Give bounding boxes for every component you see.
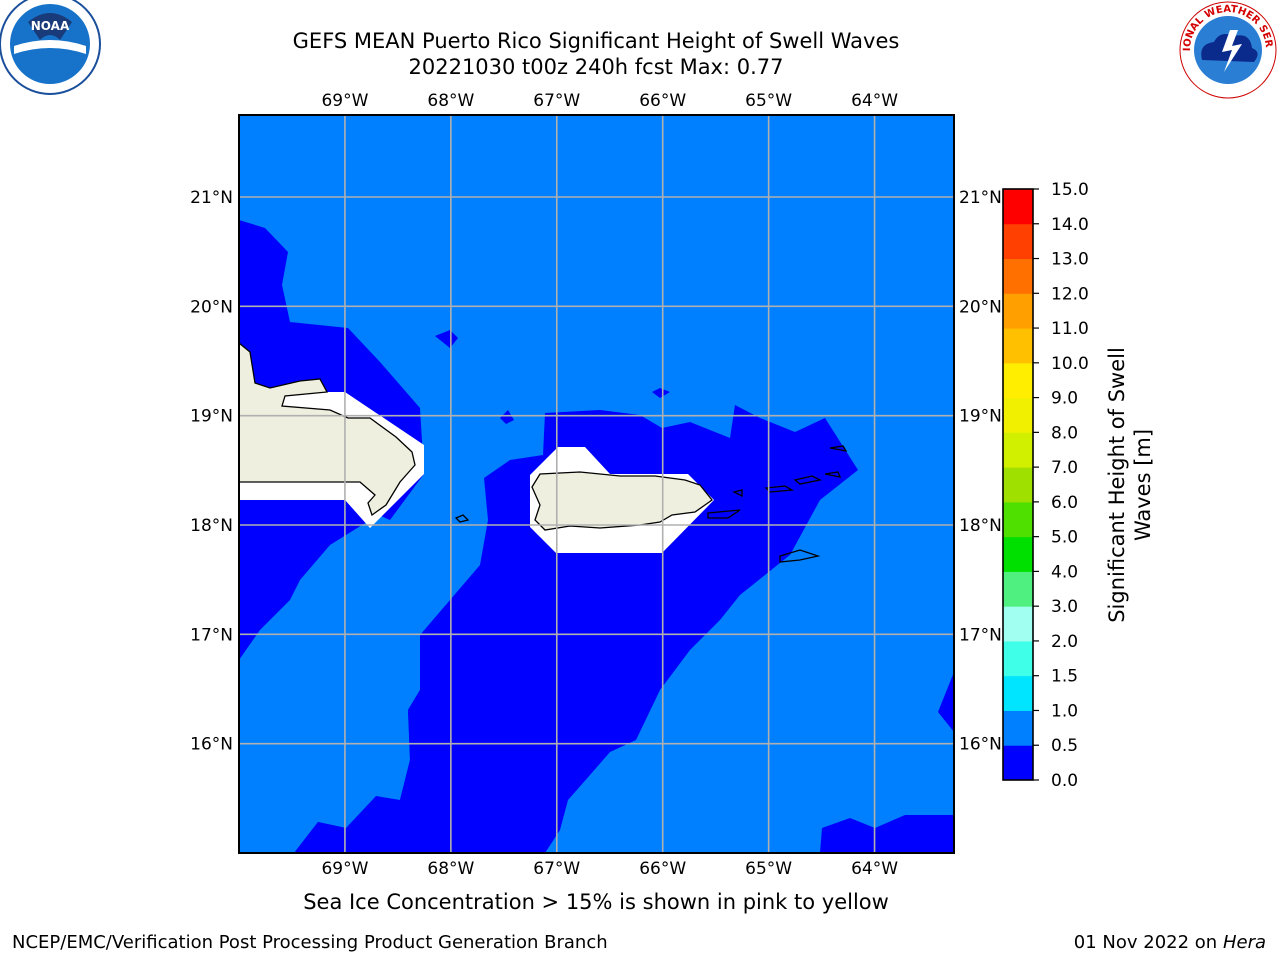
lon-label-bottom-2: 67°W: [533, 859, 580, 879]
lon-label-top-3: 66°W: [639, 91, 686, 111]
nws-logo: NATIONAL WEATHER SERVICE: [1178, 0, 1277, 99]
lon-label-top-4: 65°W: [745, 91, 792, 111]
colorbar-segment-11: [1003, 362, 1033, 399]
colorbar-tick-label-14: 12.0: [1051, 284, 1089, 304]
colorbar-tick-label-12: 10.0: [1051, 354, 1089, 374]
land-virgin-islands: [732, 445, 848, 498]
colorbar-segment-9: [1003, 432, 1033, 468]
map-frame: [238, 114, 955, 854]
lon-label-top-2: 67°W: [533, 91, 580, 111]
colorbar-segment-16: [1003, 189, 1033, 225]
sea-ice-note: Sea Ice Concentration > 15% is shown in …: [303, 890, 889, 914]
lon-label-top-1: 68°W: [427, 91, 474, 111]
colorbar-tick-label-2: 1.0: [1051, 701, 1078, 721]
lat-label-left-4: 20°N: [190, 297, 233, 317]
colorbar-segment-1: [1003, 710, 1033, 746]
colorbar-label-line2: Waves [m]: [1131, 429, 1155, 541]
colorbar-tick-label-11: 9.0: [1051, 389, 1078, 409]
colorbar-frame: [1002, 188, 1034, 781]
lat-label-right-2: 18°N: [959, 516, 1002, 536]
lon-label-bottom-5: 64°W: [851, 859, 898, 879]
footer-date: 01 Nov 2022 on Hera: [1074, 932, 1266, 953]
lat-label-left-3: 19°N: [190, 407, 233, 427]
colorbar-tick-label-3: 1.5: [1051, 667, 1078, 687]
lat-label-right-5: 21°N: [959, 188, 1002, 208]
colorbar-segment-7: [1003, 501, 1033, 538]
colorbar-ticks: 0.0 0.5 1.0 1.5 2.0 3.0 4.0 5.0 6.0 7.0 8.0 9.0 10.0…: [1033, 180, 1089, 791]
swell-band-low-southeast: [820, 815, 954, 853]
footer-machine: Hera: [1222, 932, 1266, 953]
land-puerto-rico: [531, 471, 713, 531]
swell-band-low-southwest: [239, 500, 370, 660]
colorbar-segment-4: [1003, 606, 1033, 642]
swell-band-low-east-edge: [938, 672, 954, 732]
land-st-croix: [779, 549, 821, 563]
colorbar-segment-12: [1003, 328, 1033, 364]
map-title: GEFS MEAN Puerto Rico Significant Height…: [292, 29, 900, 53]
swell-spot-mona: [500, 410, 514, 424]
colorbar-segment-10: [1003, 397, 1033, 433]
lon-label-bottom-1: 68°W: [427, 859, 474, 879]
lat-label-left-0: 16°N: [190, 735, 233, 755]
lon-label-bottom-0: 69°W: [321, 859, 368, 879]
lon-label-bottom-4: 65°W: [745, 859, 792, 879]
noaa-logo-text: NOAA: [31, 19, 70, 33]
colorbar-tick-label-5: 3.0: [1051, 597, 1078, 617]
lat-label-right-4: 20°N: [959, 297, 1002, 317]
colorbar-segment-13: [1003, 293, 1033, 329]
colorbar-segment-8: [1003, 467, 1033, 503]
colorbar-tick-label-16: 14.0: [1051, 215, 1089, 235]
lat-label-left-2: 18°N: [190, 516, 233, 536]
colorbar-segment-15: [1003, 223, 1033, 260]
land-vieques: [707, 509, 741, 519]
lat-label-right-0: 16°N: [959, 735, 1002, 755]
map-tick-labels: 69°W 69°W 68°W 68°W 67°W 67°W 66°W 66°W 65°W 65°W…: [190, 91, 1002, 879]
colorbar-segment-3: [1003, 640, 1033, 677]
colorbar-tick-label-6: 4.0: [1051, 562, 1078, 582]
map-subtitle: 20221030 t00z 240h fcst Max: 0.77: [408, 55, 784, 79]
noaa-logo: NOAA: [0, 0, 101, 95]
colorbar-tick-label-17: 15.0: [1051, 180, 1089, 200]
colorbar-tick-label-15: 13.0: [1051, 250, 1089, 270]
lon-label-top-0: 69°W: [321, 91, 368, 111]
footer-date-text: 01 Nov 2022 on: [1073, 932, 1218, 953]
land-mona-island: [454, 514, 470, 523]
colorbar-tick-label-9: 7.0: [1051, 458, 1078, 478]
lat-label-left-5: 21°N: [190, 188, 233, 208]
colorbar-tick-label-13: 11.0: [1051, 319, 1089, 339]
map-panel: [238, 114, 955, 854]
colorbar-tick-label-1: 0.5: [1051, 736, 1078, 756]
gridlines: [239, 115, 954, 853]
colorbar-segment-6: [1003, 536, 1033, 572]
colorbar-tick-label-0: 0.0: [1051, 771, 1078, 791]
swell-spot-north: [435, 330, 458, 348]
lat-label-right-1: 17°N: [959, 625, 1002, 645]
lon-label-bottom-3: 66°W: [639, 859, 686, 879]
colorbar-tick-label-8: 6.0: [1051, 493, 1078, 513]
colorbar-segment-0: [1003, 745, 1033, 781]
lat-label-left-1: 17°N: [190, 625, 233, 645]
colorbar-segment-2: [1003, 675, 1033, 711]
colorbar-tick-label-4: 2.0: [1051, 632, 1078, 652]
swell-spot-northeast: [652, 388, 670, 398]
colorbar-tick-label-10: 8.0: [1051, 423, 1078, 443]
colorbar-label-line1: Significant Height of Swell: [1105, 347, 1129, 623]
colorbar: [1002, 188, 1034, 781]
colorbar-segment-14: [1003, 258, 1033, 294]
colorbar-tick-label-7: 5.0: [1051, 528, 1078, 548]
lat-label-right-3: 19°N: [959, 407, 1002, 427]
colorbar-segment-5: [1003, 571, 1033, 607]
land-hispaniola: [238, 341, 416, 517]
footer-credit: NCEP/EMC/Verification Post Processing Pr…: [12, 932, 608, 953]
lon-label-top-5: 64°W: [851, 91, 898, 111]
